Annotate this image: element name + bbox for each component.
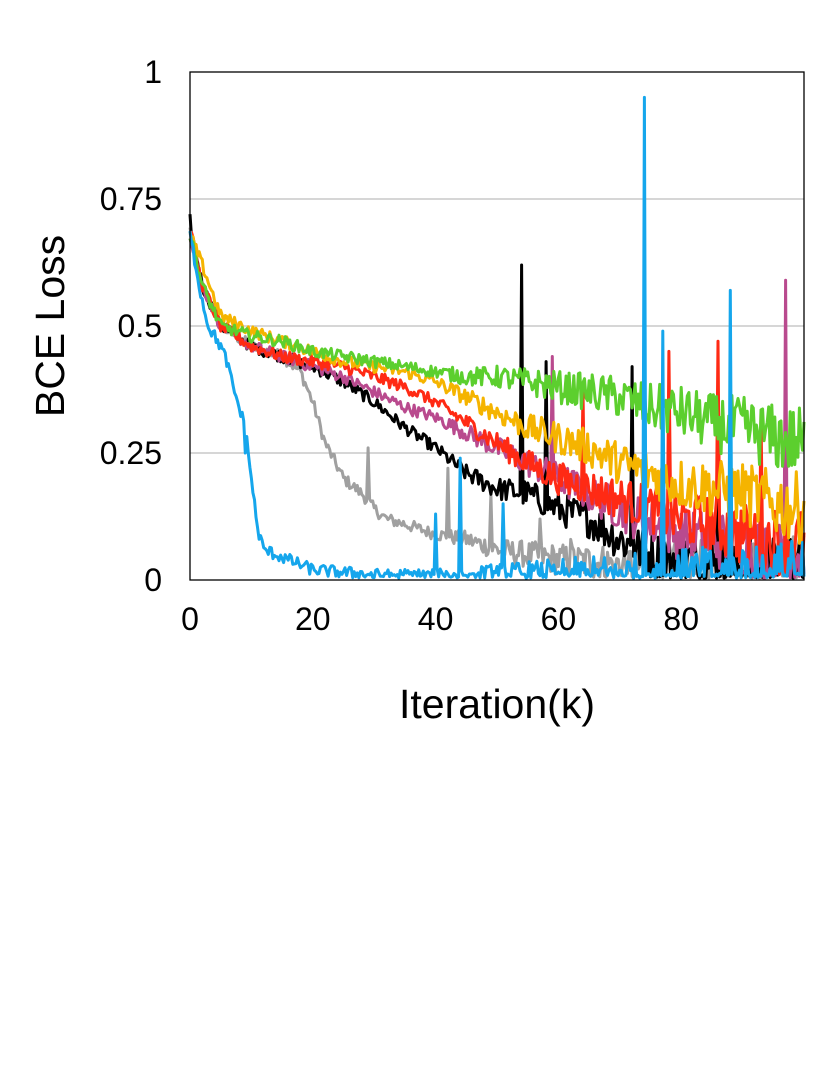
- series-line-5: [188, 231, 806, 545]
- y-tick-label: 0.25: [100, 435, 162, 471]
- y-axis-title: BCE Loss: [27, 235, 73, 417]
- x-tick-label: 80: [663, 601, 699, 637]
- series-group: [188, 95, 806, 580]
- x-tick-label: 40: [418, 601, 454, 637]
- x-tick-label: 60: [541, 601, 577, 637]
- y-tick-label: 0: [144, 562, 162, 598]
- x-tick-label: 20: [295, 601, 331, 637]
- x-tick-label: 0: [181, 601, 199, 637]
- x-tick-labels: 0 20 40 60 80: [181, 601, 699, 637]
- y-tick-labels: 0 0.25 0.5 0.75 1: [100, 54, 162, 598]
- series-line-7: [188, 95, 806, 580]
- series-line-4: [188, 230, 806, 577]
- y-tick-label: 0.75: [100, 181, 162, 217]
- y-tick-label: 0.5: [118, 308, 162, 344]
- plot-frame: [189, 71, 805, 581]
- y-tick-label: 1: [144, 54, 162, 90]
- x-axis-title: Iteration(k): [399, 681, 595, 727]
- series-line-6: [188, 238, 806, 469]
